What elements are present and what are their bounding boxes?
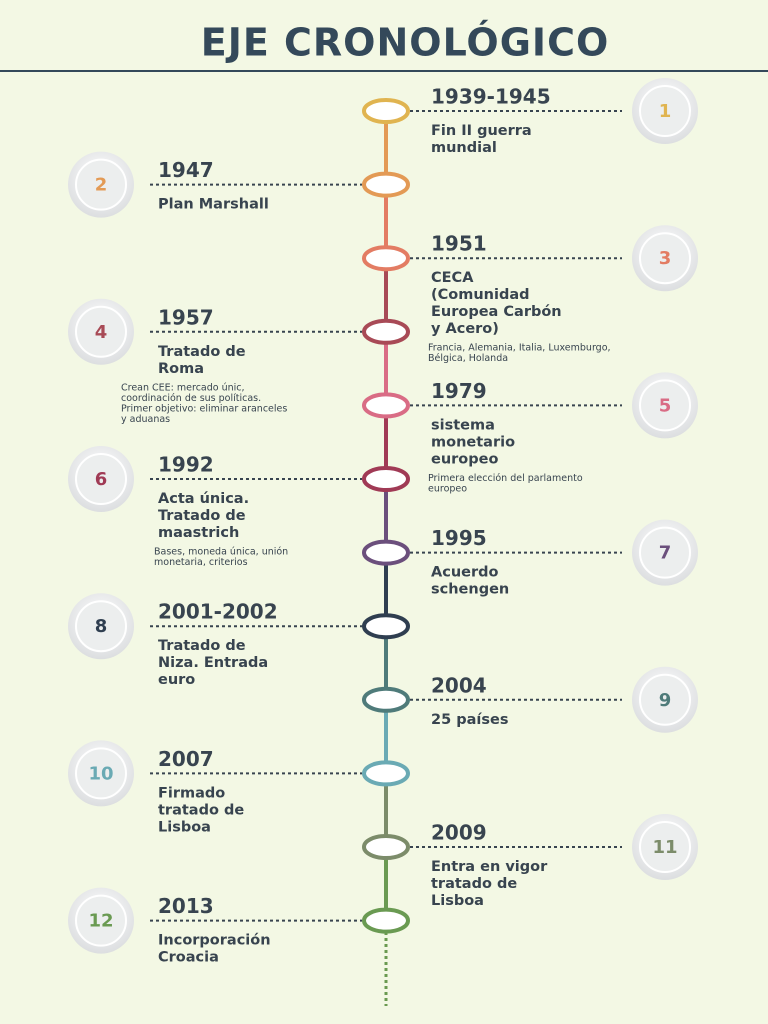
badge-number: 9 (659, 690, 672, 711)
badge-inner (639, 526, 691, 579)
badge-inner (75, 600, 127, 653)
badge-number: 1 (659, 101, 672, 122)
badge-inner (639, 673, 691, 726)
event-note: y aduanas (121, 414, 170, 425)
timeline-node (362, 392, 410, 419)
event-note: Primera elección del parlamento (428, 473, 583, 484)
badge-number: 7 (659, 543, 672, 564)
event-note: Crean CEE: mercado únic, (121, 382, 245, 393)
event-title: (Comunidad (431, 287, 530, 303)
event-title: Plan Marshall (158, 197, 269, 213)
event-title: euro (158, 672, 195, 688)
event-title: Acta única. (158, 491, 249, 507)
badge-inner (75, 894, 127, 947)
event-title: Roma (158, 361, 204, 377)
event-year: 1992 (158, 453, 214, 477)
event-title: Lisboa (431, 893, 484, 909)
badge-number: 6 (95, 469, 108, 490)
timeline-node (362, 171, 410, 198)
event-note: coordinación de sus políticas. (121, 393, 261, 404)
timeline-node (362, 318, 410, 345)
event-year: 1939-1945 (431, 85, 551, 109)
event-year: 2009 (431, 821, 487, 845)
event-year: 1951 (431, 232, 487, 256)
badge-inner (75, 158, 127, 211)
event-title: Niza. Entrada (158, 655, 268, 671)
badge-inner (75, 305, 127, 358)
timeline-node (362, 613, 410, 640)
event-title: europeo (431, 451, 498, 467)
timeline-node (362, 539, 410, 566)
event-title: schengen (431, 582, 509, 598)
timeline-node (362, 98, 410, 124)
event-note: Francia, Alemania, Italia, Luxemburgo, (428, 343, 611, 354)
event-title: CECA (431, 270, 474, 286)
badge-number: 3 (659, 248, 672, 269)
badge-inner (75, 453, 127, 505)
event-title: 25 países (431, 712, 508, 728)
event-title: Lisboa (158, 819, 211, 835)
event-year: 2013 (158, 894, 214, 918)
event-note: Bases, moneda única, unión (154, 547, 288, 558)
event-note: monetaria, criterios (154, 557, 248, 568)
timeline-node (362, 245, 410, 272)
event-title: Tratado de (158, 508, 246, 524)
event-year: 1995 (431, 526, 487, 550)
event-title: mundial (431, 140, 497, 156)
badge-inner (639, 821, 691, 873)
event-title: tratado de (158, 802, 244, 818)
event-title: Fin II guerra (431, 123, 532, 139)
event-title: Entra en vigor (431, 859, 548, 875)
event-title: Firmado (158, 785, 225, 801)
badge-number: 11 (652, 837, 677, 858)
event-title: Incorporación (158, 933, 271, 949)
page-title: EJE CRONOLÓGICO (201, 21, 610, 65)
event-note: Bélgica, Holanda (428, 353, 508, 364)
event-title: Europea Carbón (431, 304, 562, 320)
event-title: monetario (431, 434, 515, 450)
event-title: Croacia (158, 950, 219, 966)
badge-number: 2 (95, 175, 108, 196)
event-year: 1957 (158, 305, 214, 329)
event-title: Acuerdo (431, 565, 499, 581)
badge-number: 10 (88, 763, 113, 784)
event-title: y Acero) (431, 321, 499, 337)
event-title: maastrich (158, 525, 239, 541)
badge-inner (639, 232, 691, 285)
event-title: Tratado de (158, 638, 246, 654)
badge-inner (639, 85, 691, 137)
event-title: sistema (431, 417, 495, 433)
badge-number: 5 (659, 395, 672, 416)
event-year: 1947 (158, 158, 214, 182)
event-year: 1979 (431, 379, 487, 403)
timeline-node (362, 686, 410, 713)
event-title: tratado de (431, 876, 517, 892)
event-year: 2007 (158, 747, 214, 771)
timeline-node (362, 466, 410, 492)
event-note: europeo (428, 483, 467, 494)
event-note: Primer objetivo: eliminar aranceles (121, 403, 287, 414)
event-title: Tratado de (158, 344, 246, 360)
badge-number: 4 (95, 322, 108, 343)
event-year: 2004 (431, 673, 487, 697)
timeline-node (362, 907, 410, 934)
badge-inner (75, 747, 127, 800)
badge-number: 8 (95, 616, 108, 637)
timeline-node (362, 760, 410, 787)
badge-number: 12 (88, 911, 113, 932)
badge-inner (639, 379, 691, 432)
event-year: 2001-2002 (158, 600, 278, 624)
timeline-node (362, 834, 410, 860)
